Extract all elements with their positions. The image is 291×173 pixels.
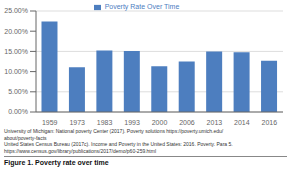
svg-text:10.00%: 10.00% <box>8 68 28 75</box>
svg-text:1993: 1993 <box>124 119 140 126</box>
svg-text:20.00%: 20.00% <box>8 28 28 35</box>
svg-text:25.00%: 25.00% <box>8 7 28 14</box>
html-text:United States Census Bureau (2: United States Census Bureau (2017c). Inc… <box>4 141 233 147</box>
svg-text:2006: 2006 <box>179 119 195 126</box>
svg-text:15.00%: 15.00% <box>8 48 28 55</box>
html-text:University of Michigan: Nation: University of Michigan: National poverty… <box>4 128 224 134</box>
html-text:about/poverty-facts: about/poverty-facts <box>4 134 47 141</box>
html-text:Poverty Rate Over Time: Poverty Rate Over Time <box>104 3 180 10</box>
svg-text:2013: 2013 <box>207 119 223 126</box>
svg-text:2016: 2016 <box>261 119 277 126</box>
svg-text:2000: 2000 <box>152 119 168 126</box>
svg-text:2014: 2014 <box>234 119 250 126</box>
svg-text:1959: 1959 <box>42 119 58 126</box>
svg-text:1973: 1973 <box>69 119 85 126</box>
html-text:Figure 1. Poverty rate over ti: Figure 1. Poverty rate over time <box>4 159 109 166</box>
svg-text:5.00%: 5.00% <box>8 88 28 95</box>
svg-text:1983: 1983 <box>97 119 113 126</box>
svg-text:0.00%: 0.00% <box>8 108 28 115</box>
html-text:https://www.census.gov/library: https://www.census.gov/library/publicati… <box>4 147 156 154</box>
